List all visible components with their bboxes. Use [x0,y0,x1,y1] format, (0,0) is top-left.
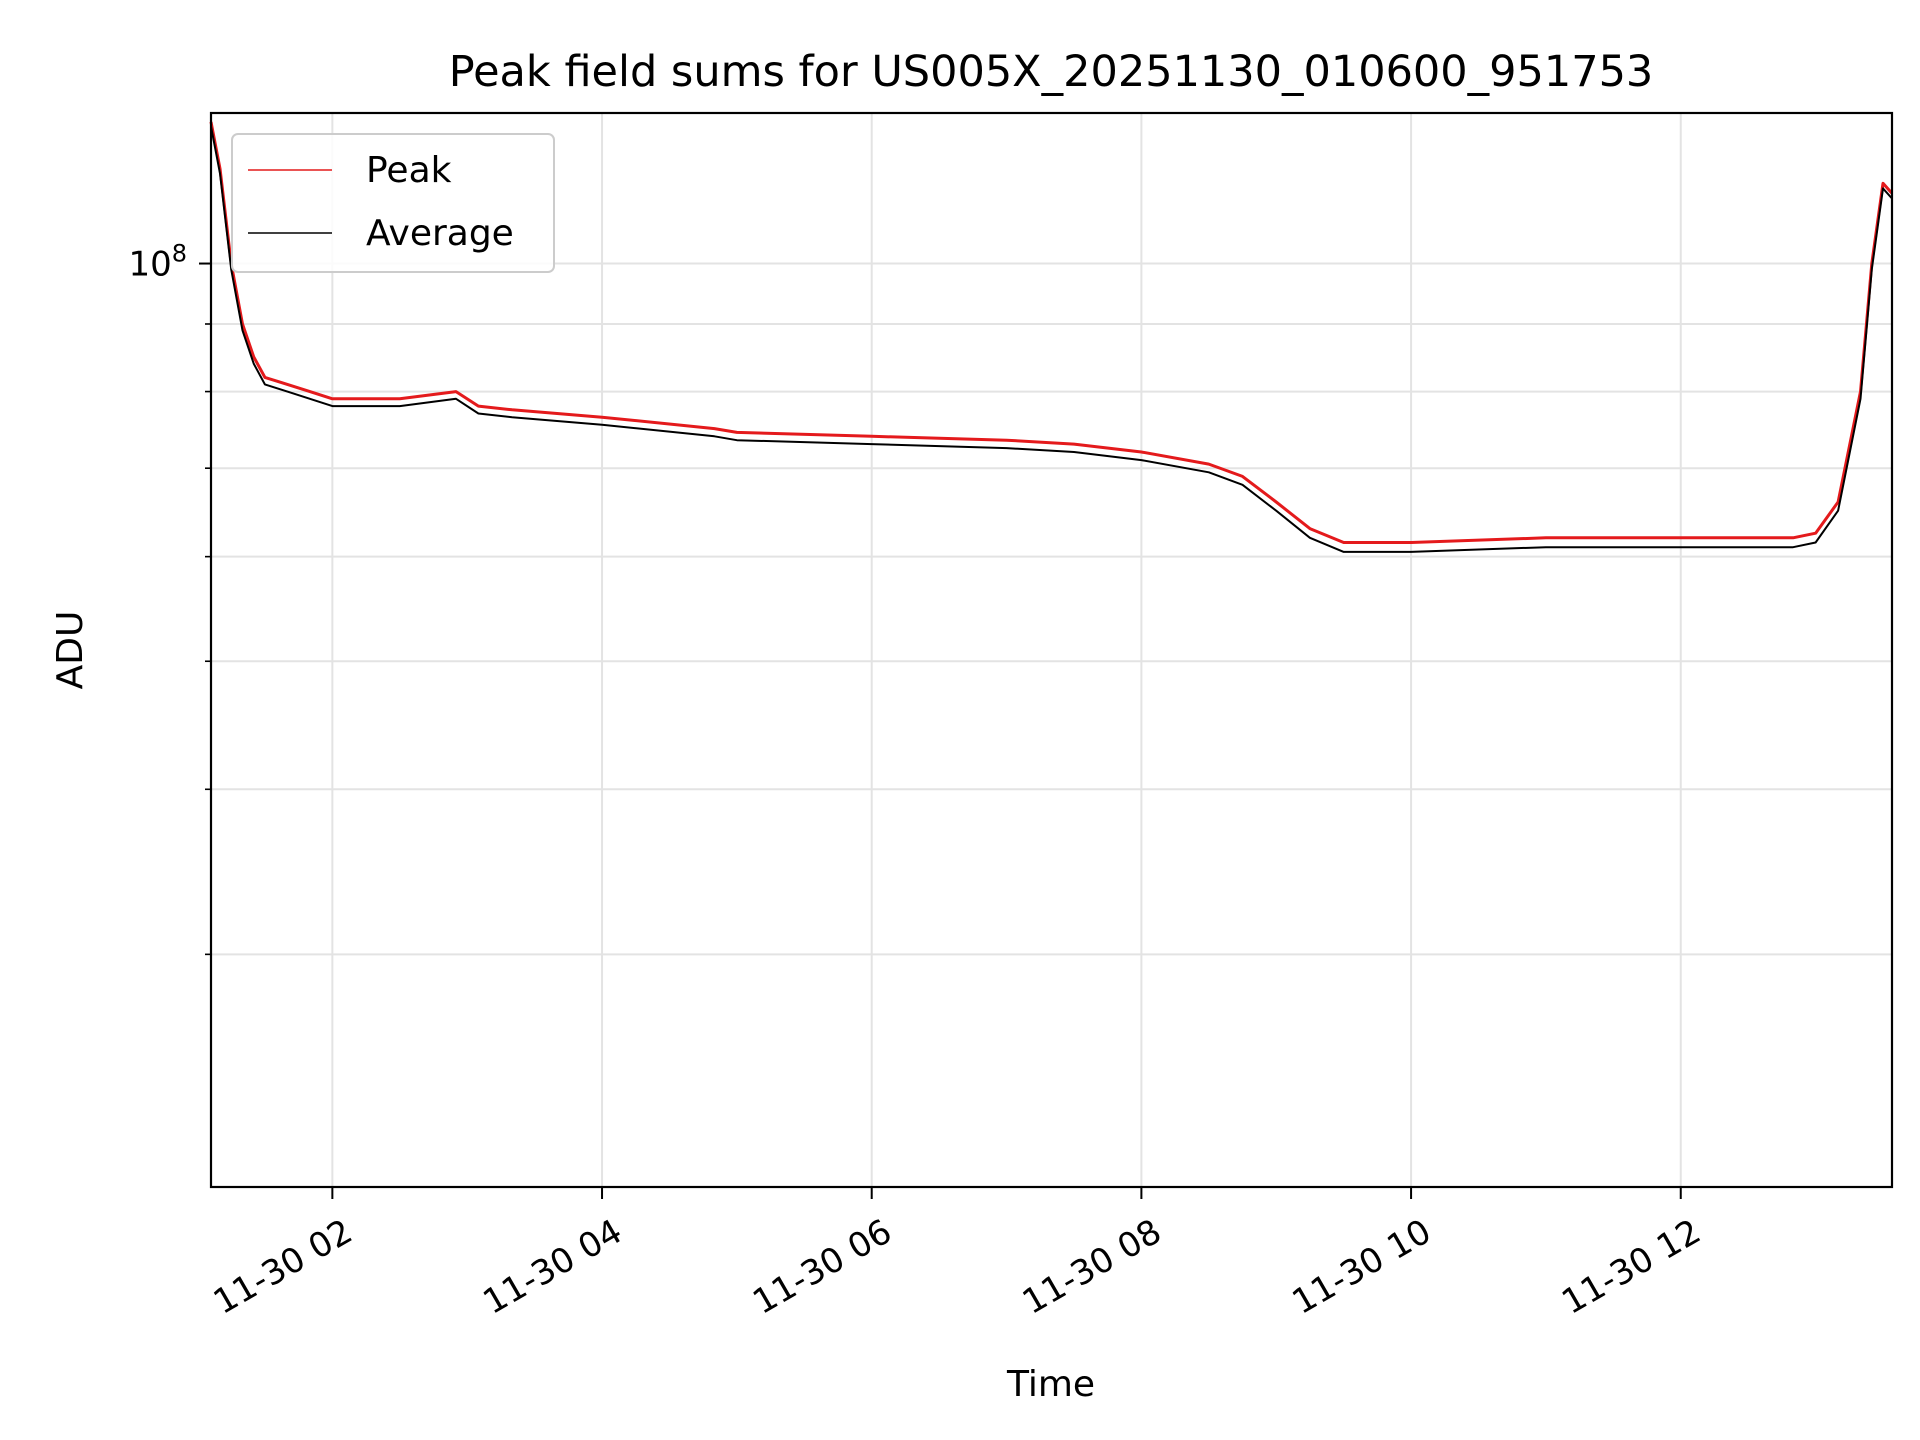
legend-label-average: Average [366,213,514,254]
grid [211,113,1892,1187]
series-layer [209,121,1894,553]
chart-title: Peak field sums for US005X_20251130_0106… [449,47,1654,97]
legend-box [231,133,555,273]
plot-frame [209,111,1894,1189]
series-line-peak [209,121,1894,544]
y-tick-label: 108 [128,240,187,285]
y-axis-label: ADU [50,611,91,690]
y-axis: 108 [128,240,211,956]
legend: Peak Average [231,133,555,273]
series-line-average [210,126,1893,553]
x-axis-label: Time [1006,1364,1095,1405]
legend-label-peak: Peak [366,150,452,191]
